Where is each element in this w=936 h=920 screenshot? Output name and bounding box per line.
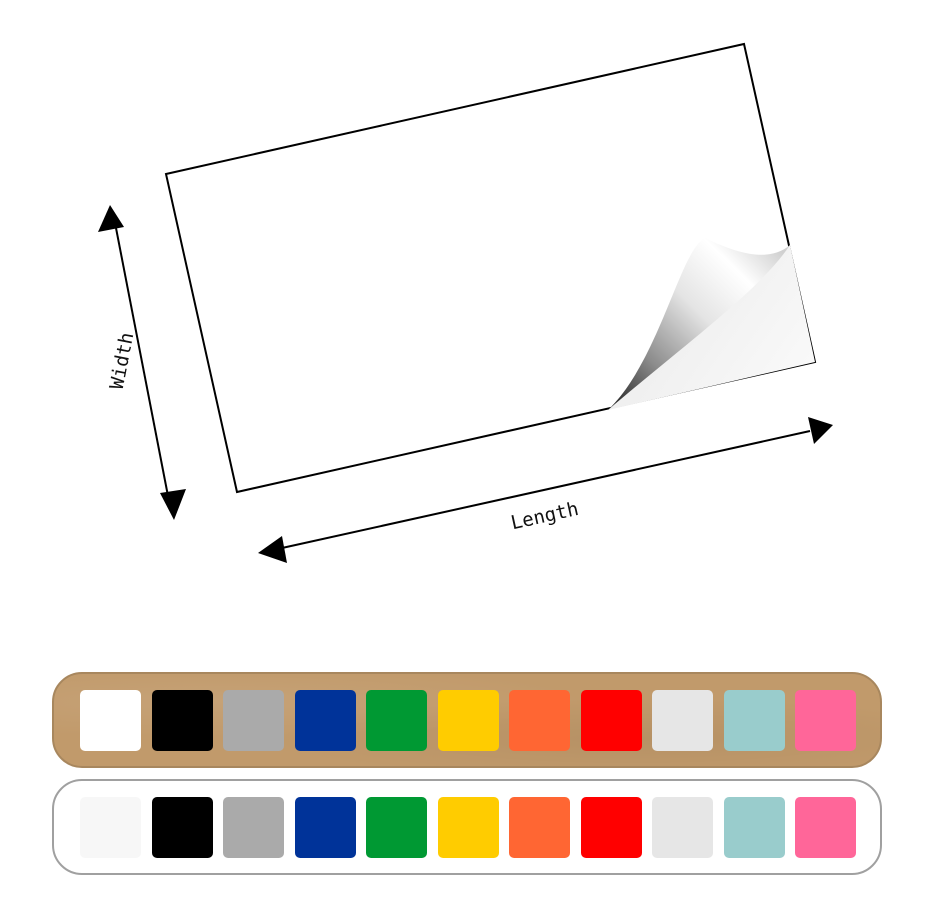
color-swatch[interactable] xyxy=(580,689,642,751)
peeled-corner-curl xyxy=(608,238,790,410)
color-swatch[interactable] xyxy=(437,796,499,858)
color-swatch[interactable] xyxy=(795,689,856,751)
peeled-corner-backing xyxy=(608,245,815,410)
white-color-swatch-bar xyxy=(52,779,882,875)
color-swatch[interactable] xyxy=(723,796,785,858)
length-arrow-head-right xyxy=(808,417,833,444)
color-swatch[interactable] xyxy=(509,796,570,858)
color-swatch[interactable] xyxy=(366,689,427,751)
color-swatch[interactable] xyxy=(652,689,713,751)
kraft-color-swatch-bar xyxy=(52,672,882,768)
color-swatch[interactable] xyxy=(294,796,356,858)
color-swatch[interactable] xyxy=(223,689,284,751)
color-swatch[interactable] xyxy=(795,796,856,858)
color-swatch[interactable] xyxy=(437,689,499,751)
width-arrow xyxy=(98,205,186,520)
width-label: Width xyxy=(106,331,139,391)
color-swatch[interactable] xyxy=(723,689,785,751)
color-swatch[interactable] xyxy=(580,796,642,858)
label-dimension-diagram: Width Length xyxy=(98,42,833,563)
width-arrow-head-top xyxy=(98,205,124,232)
color-swatch[interactable] xyxy=(151,796,213,858)
color-swatch[interactable] xyxy=(366,796,427,858)
color-swatch[interactable] xyxy=(80,796,141,858)
color-swatch[interactable] xyxy=(509,689,570,751)
color-swatch[interactable] xyxy=(151,689,213,751)
color-swatch[interactable] xyxy=(652,796,713,858)
length-arrow-head-left xyxy=(258,536,287,563)
length-label: Length xyxy=(509,498,581,534)
color-swatch[interactable] xyxy=(294,689,356,751)
color-swatch[interactable] xyxy=(223,796,284,858)
length-arrow xyxy=(258,417,833,563)
color-swatch[interactable] xyxy=(80,689,141,751)
width-arrow-head-bottom xyxy=(160,489,186,520)
